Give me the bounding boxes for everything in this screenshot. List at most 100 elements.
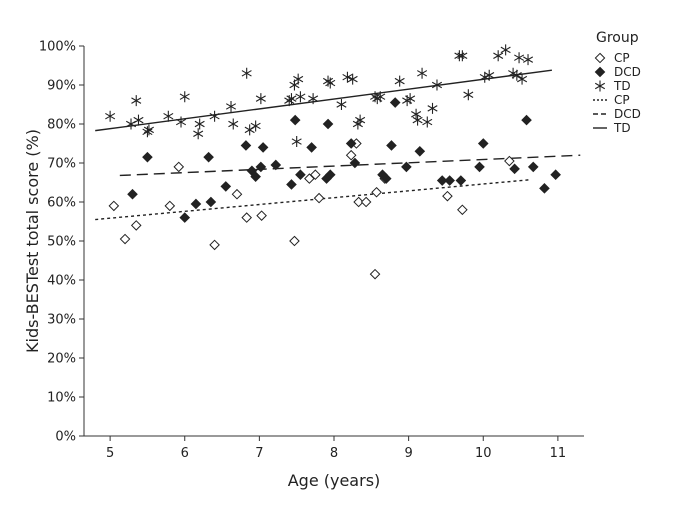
data-point-cp [504,155,515,167]
y-tick-label: 20% [47,352,76,367]
data-point-td [179,91,190,103]
legend-marker-cp [594,52,606,64]
data-point-td [105,110,116,122]
x-tick-label: 7 [255,446,263,461]
data-point-td [412,114,423,126]
data-point-cp [360,196,372,208]
data-point-dcd [205,196,217,208]
data-point-dcd [322,118,334,130]
y-axis-ticks: 0% 10% 20% 30% 40% 50% 60% 70% 80% 90% 100% [39,40,84,445]
data-point-dcd [250,171,261,182]
data-point-td [142,126,153,138]
data-point-cp [457,204,468,216]
data-point-td [241,67,252,79]
data-point-td [422,116,433,128]
data-point-td [394,75,405,87]
data-point-cp [164,200,176,212]
data-point-td [493,50,504,62]
data-point-cp [313,192,325,204]
data-point-dcd [295,169,306,181]
data-point-cp [241,212,252,223]
series-cp [108,138,515,280]
legend-label: DCD [614,65,641,79]
data-point-td [522,54,534,66]
data-point-td [143,124,154,136]
y-tick-label: 70% [47,157,76,172]
data-point-td [293,73,304,85]
legend-label: TD [613,79,631,93]
data-point-td [347,73,358,85]
data-point-td [517,73,528,85]
data-point-td [325,77,336,89]
y-tick-label: 10% [47,391,76,406]
data-point-td [457,50,468,62]
data-point-dcd [389,97,401,108]
data-point-dcd [527,161,539,173]
data-point-td [511,69,522,81]
x-axis-ticks: 5 6 7 8 9 10 11 [106,436,566,461]
data-point-td [308,93,319,105]
data-point-td [417,67,428,79]
x-tick-label: 6 [181,446,189,461]
legend-title: Group [596,30,639,46]
data-point-dcd [509,163,520,175]
data-point-cp [108,200,120,212]
data-point-td [431,79,443,91]
data-point-td [375,91,386,103]
data-point-td [163,110,174,122]
data-point-cp [371,186,382,198]
data-point-td [500,44,511,56]
data-point-td [463,89,474,101]
legend-label: DCD [614,107,641,121]
data-point-td [295,91,306,103]
x-axis-title: Age (years) [288,471,381,490]
axes [83,46,584,437]
data-point-td [125,118,137,130]
data-point-dcd [324,169,336,181]
x-tick-label: 10 [475,446,492,461]
data-point-cp [119,233,131,245]
data-point-cp [256,210,267,221]
data-point-dcd [257,142,269,153]
data-point-cp [369,268,381,280]
data-point-dcd [270,159,282,171]
data-point-dcd [386,140,397,151]
x-tick-label: 8 [330,446,338,461]
legend-label: CP [614,51,630,65]
data-point-cp [130,220,142,231]
data-point-td [405,93,416,105]
fit-lines [95,69,581,221]
data-point-dcd [142,151,153,163]
data-point-dcd [455,175,467,186]
x-tick-label: 5 [106,446,114,461]
fit-line-dcd [119,154,581,177]
fit-line-td [95,69,553,132]
data-point-cp [310,169,321,181]
data-point-cp [289,235,300,247]
data-point-td [133,114,144,126]
data-point-cp [173,161,185,173]
data-point-dcd [286,179,297,190]
legend-label: TD [613,121,631,135]
fit-line-cp [95,179,530,221]
data-point-cp [353,196,364,208]
data-point-td [194,118,205,130]
y-tick-label: 30% [47,313,76,328]
data-point-td [411,108,422,120]
data-point-cp [231,188,243,200]
data-point-dcd [401,161,412,173]
data-point-td [479,71,490,83]
data-point-dcd [550,169,561,181]
data-point-dcd [203,151,214,163]
y-tick-label: 50% [47,235,76,250]
legend-marker-dcd [594,66,606,78]
data-point-dcd [306,142,317,153]
data-point-td [342,71,353,83]
data-point-td [352,118,363,130]
data-point-td [484,69,495,81]
data-point-dcd [240,140,252,151]
data-point-td [291,136,302,148]
y-tick-label: 90% [47,79,76,94]
data-point-td [250,120,261,132]
